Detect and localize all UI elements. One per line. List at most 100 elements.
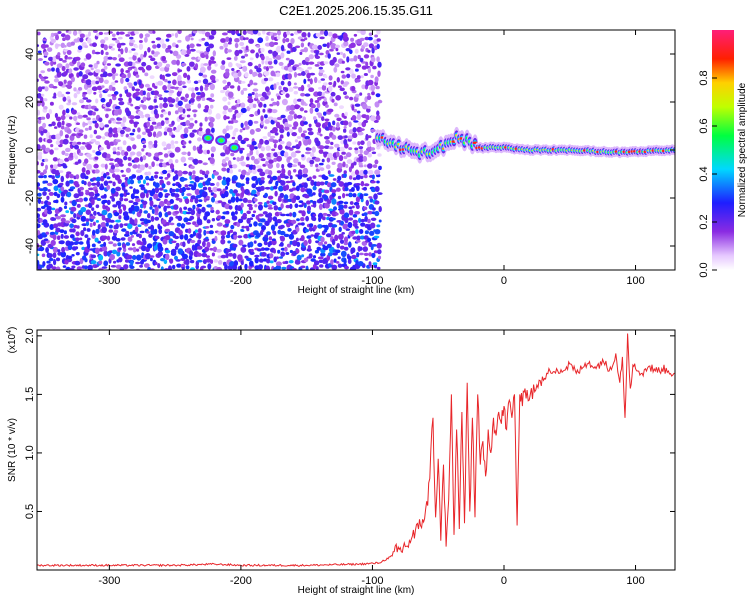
heatmap-cell <box>285 184 290 191</box>
heatmap-cell <box>367 92 371 96</box>
heatmap-cell <box>157 126 162 129</box>
heatmap-cell <box>272 117 278 121</box>
heatmap-cell <box>267 60 273 65</box>
heatmap-cell <box>221 179 227 186</box>
heatmap-cell <box>271 148 276 152</box>
heatmap-cell <box>134 67 138 72</box>
heatmap-cell <box>257 201 263 205</box>
heatmap-cell <box>299 51 303 56</box>
heatmap-cell <box>359 148 363 155</box>
heatmap-cell <box>240 107 247 114</box>
heatmap-cell <box>376 30 381 35</box>
heatmap-cell <box>331 224 338 228</box>
heatmap-cell <box>209 104 214 109</box>
heatmap-cell <box>343 246 349 251</box>
heatmap-cell <box>242 212 247 218</box>
heatmap-cell <box>167 111 171 116</box>
heatmap-cell <box>199 144 203 150</box>
heatmap-cell <box>335 47 339 52</box>
heatmap-cell <box>89 215 96 220</box>
heatmap-cell <box>229 189 234 194</box>
heatmap-cell <box>75 174 80 180</box>
heatmap-cell <box>162 102 168 109</box>
heatmap-cell <box>162 238 168 245</box>
heatmap-cell <box>370 147 376 151</box>
heatmap-cell <box>148 55 153 58</box>
heatmap-cell <box>95 76 100 80</box>
heatmap-cell <box>199 66 206 72</box>
heatmap-cell <box>322 216 326 221</box>
heatmap-cell <box>249 114 255 117</box>
heatmap-cell <box>97 213 103 217</box>
heatmap-cell <box>46 113 50 120</box>
heatmap-cell <box>362 246 368 252</box>
heatmap-cell <box>336 243 341 249</box>
heatmap-cell <box>136 134 142 140</box>
heatmap-cell <box>111 33 116 37</box>
heatmap-cell <box>197 208 202 215</box>
heatmap-cell <box>198 127 203 132</box>
heatmap-cell <box>167 45 172 50</box>
heatmap-cell <box>210 60 217 64</box>
heatmap-cell <box>288 59 295 66</box>
heatmap-cell <box>149 206 153 210</box>
heatmap-cell <box>361 84 366 90</box>
heatmap-cell <box>85 53 92 60</box>
heatmap-cell <box>263 240 268 246</box>
heatmap-cell <box>331 198 337 205</box>
heatmap-cell <box>354 211 361 215</box>
heatmap-cell <box>201 191 208 198</box>
heatmap-cell <box>134 226 139 233</box>
heatmap-cell <box>100 175 105 182</box>
heatmap-cell <box>185 211 192 215</box>
heatmap-cell <box>238 239 244 246</box>
heatmap-cell <box>357 141 361 146</box>
heatmap-cell <box>257 32 261 36</box>
heatmap-cell <box>237 33 242 37</box>
heatmap-cell <box>223 114 228 121</box>
heatmap-cell <box>261 247 265 251</box>
heatmap-cell <box>78 152 84 156</box>
heatmap-cell <box>207 108 213 115</box>
heatmap-cell <box>115 139 121 143</box>
heatmap-cell <box>365 133 369 141</box>
heatmap-cell <box>249 217 254 220</box>
heatmap-cell <box>153 142 158 148</box>
heatmap-cell <box>227 240 231 244</box>
heatmap-cell <box>291 219 297 224</box>
heatmap-cell <box>254 257 259 264</box>
heatmap-cell <box>171 134 176 138</box>
heatmap-cell <box>170 98 176 103</box>
heatmap-cell <box>135 198 141 203</box>
heatmap-cell <box>217 175 222 181</box>
heatmap-cell <box>265 160 269 166</box>
heatmap-cell <box>40 78 46 82</box>
heatmap-cell <box>112 147 117 152</box>
heatmap-cell <box>133 121 140 125</box>
heatmap-cell <box>300 265 306 269</box>
heatmap-cell <box>79 237 83 241</box>
heatmap-cell <box>370 56 376 63</box>
heatmap-cell <box>189 180 195 184</box>
heatmap-cell <box>214 235 218 242</box>
heatmap-cell <box>352 127 357 133</box>
heatmap-cell <box>125 127 131 132</box>
heatmap-cell <box>231 211 235 217</box>
heatmap-cell <box>98 254 104 261</box>
heatmap-cell <box>359 235 365 240</box>
heatmap-cell <box>341 151 346 155</box>
heatmap-cell <box>170 248 177 255</box>
heatmap-cell <box>224 219 231 224</box>
heatmap-cell <box>310 49 315 53</box>
heatmap-cell <box>348 209 354 216</box>
heatmap-cell <box>102 71 108 78</box>
heatmap-cell <box>118 208 123 215</box>
heatmap-cell <box>158 187 164 191</box>
heatmap-cell <box>144 113 151 118</box>
heatmap-cell <box>280 203 284 209</box>
heatmap-cell <box>208 43 215 49</box>
heatmap-cell <box>96 60 100 65</box>
heatmap-cell <box>225 234 231 239</box>
heatmap-cell <box>363 54 370 59</box>
heatmap-cell <box>142 144 147 149</box>
